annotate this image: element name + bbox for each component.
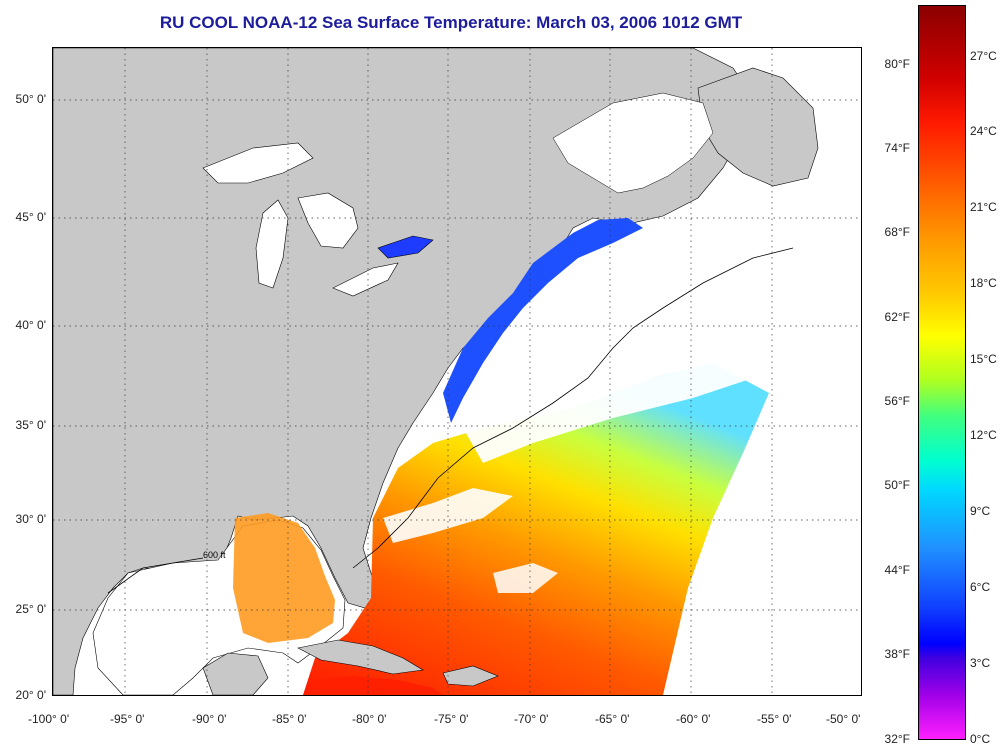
colorbar-celsius-label: 21°C bbox=[970, 200, 997, 214]
x-tick-label: -80° 0' bbox=[352, 712, 387, 726]
colorbar-fahrenheit-label: 38°F bbox=[884, 647, 910, 661]
x-tick-label: -65° 0' bbox=[595, 712, 630, 726]
x-tick-label: -55° 0' bbox=[757, 712, 792, 726]
colorbar-fahrenheit-label: 74°F bbox=[884, 141, 910, 155]
sst-map-drawing: 600 ft bbox=[53, 48, 861, 695]
lake-michigan bbox=[255, 199, 289, 289]
colorbar-celsius-label: 3°C bbox=[970, 656, 991, 670]
land-yucatan bbox=[202, 652, 269, 695]
x-tick-label: -95° 0' bbox=[110, 712, 145, 726]
colorbar-fahrenheit-label: 50°F bbox=[884, 478, 910, 492]
y-tick-label: 25° 0' bbox=[15, 602, 46, 616]
y-tick-label: 50° 0' bbox=[15, 92, 46, 106]
colorbar-celsius-label: 6°C bbox=[970, 580, 991, 594]
land-cuba bbox=[297, 639, 424, 675]
land-newfoundland bbox=[697, 67, 819, 187]
y-tick-label: 35° 0' bbox=[15, 418, 46, 432]
map-title: RU COOL NOAA-12 Sea Surface Temperature:… bbox=[159, 13, 743, 32]
colorbar-fahrenheit-label: 68°F bbox=[884, 225, 910, 239]
x-tick-label: -70° 0' bbox=[514, 712, 549, 726]
lake-huron bbox=[297, 192, 359, 249]
y-tick-label: 45° 0' bbox=[15, 210, 46, 224]
sst-map: 600 ft bbox=[52, 47, 862, 696]
lake-ontario bbox=[377, 235, 434, 259]
colorbar-celsius-label: 27°C bbox=[970, 49, 997, 63]
sst-cold-shelf bbox=[443, 218, 643, 423]
y-tick-label: 30° 0' bbox=[15, 512, 46, 526]
sst-gulf-swath bbox=[233, 513, 335, 643]
colorbar-celsius-label: 18°C bbox=[970, 276, 997, 290]
colorbar-fahrenheit-label: 44°F bbox=[884, 563, 910, 577]
x-tick-label: -90° 0' bbox=[192, 712, 227, 726]
cloud-mask bbox=[463, 353, 765, 463]
colorbar-celsius-label: 0°C bbox=[970, 732, 991, 746]
colorbar-celsius-label: 24°C bbox=[970, 124, 997, 138]
x-tick-label: -100° 0' bbox=[28, 712, 70, 726]
colorbar-fahrenheit-label: 56°F bbox=[884, 394, 910, 408]
isobath-label: 600 ft bbox=[203, 550, 226, 560]
lake-erie bbox=[332, 262, 399, 297]
x-tick-label: -85° 0' bbox=[272, 712, 307, 726]
colorbar-fahrenheit-label: 32°F bbox=[884, 732, 910, 746]
graticule bbox=[53, 48, 861, 695]
lake-superior bbox=[202, 142, 314, 184]
sst-caribbean bbox=[303, 676, 443, 695]
land-hispaniola bbox=[442, 665, 499, 687]
colorbar-fahrenheit-label: 62°F bbox=[884, 310, 910, 324]
gulf-st-lawrence bbox=[552, 92, 714, 194]
x-tick-label: -50° 0' bbox=[826, 712, 861, 726]
colorbar-celsius-label: 15°C bbox=[970, 352, 997, 366]
temperature-color-scale bbox=[918, 5, 966, 740]
colorbar-celsius-label: 12°C bbox=[970, 428, 997, 442]
y-tick-label: 40° 0' bbox=[15, 318, 46, 332]
isobath-600ft bbox=[107, 247, 794, 594]
x-tick-label: -60° 0' bbox=[676, 712, 711, 726]
cloud-mask-3 bbox=[493, 563, 558, 593]
sst-atlantic-swath bbox=[303, 363, 769, 695]
x-tick-label: -75° 0' bbox=[434, 712, 469, 726]
colorbar-fahrenheit-label: 80°F bbox=[884, 57, 910, 71]
y-tick-label: 20° 0' bbox=[15, 688, 46, 702]
colorbar-celsius-label: 9°C bbox=[970, 504, 991, 518]
